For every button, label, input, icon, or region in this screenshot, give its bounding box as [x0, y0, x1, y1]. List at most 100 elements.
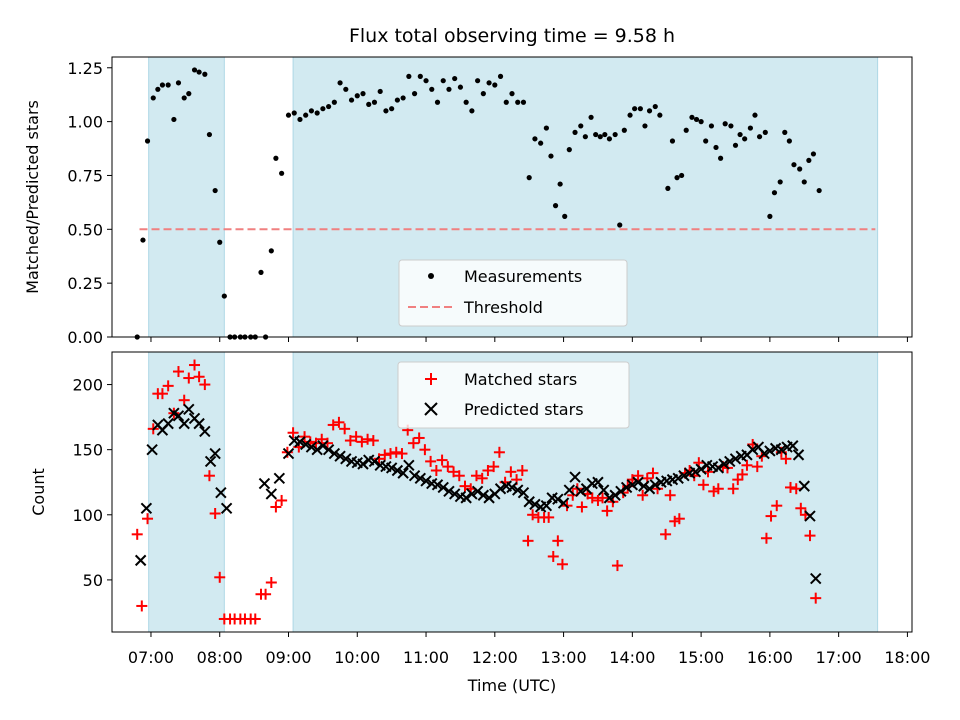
- measurement-point: [693, 116, 700, 123]
- measurement-point: [806, 157, 812, 163]
- predicted-star-point: [804, 510, 816, 522]
- matched-star-point: [660, 528, 672, 540]
- matched-star-point: [488, 461, 500, 473]
- matched-star-point: [459, 480, 471, 492]
- matched-star-point: [131, 528, 143, 540]
- measurement-point: [291, 110, 297, 116]
- x-tick-label: 11:00: [403, 648, 449, 667]
- measurement-point: [171, 116, 177, 123]
- measurement-point: [326, 103, 332, 110]
- measurement-point: [582, 134, 588, 140]
- matched-star-point: [751, 461, 763, 473]
- matched-star-point: [810, 592, 822, 604]
- matched-star-point: [362, 433, 374, 445]
- matched-star-point: [350, 431, 362, 443]
- measurement-point: [159, 82, 166, 88]
- measurement-point: [285, 112, 292, 118]
- x-tick-label: 12:00: [472, 648, 518, 667]
- predicted-star-point: [695, 463, 707, 475]
- measurement-point: [366, 101, 372, 107]
- measurement-point: [642, 123, 648, 129]
- legend-predicted-label: Predicted stars: [464, 400, 584, 419]
- matched-star-point: [407, 437, 419, 449]
- predicted-star-point: [209, 447, 221, 460]
- measurement-point: [617, 222, 623, 228]
- predicted-star-point: [146, 443, 158, 456]
- measurement-point: [360, 91, 366, 97]
- predicted-star-point: [540, 499, 553, 512]
- measurement-point: [683, 127, 689, 133]
- measurement-point: [762, 129, 768, 135]
- measurement-point: [423, 78, 429, 84]
- y-tick-label: 0.25: [67, 274, 103, 293]
- predicted-star-point: [460, 492, 472, 504]
- measurement-point: [196, 69, 202, 75]
- measurement-point: [417, 73, 423, 79]
- predicted-star-point: [403, 459, 415, 472]
- predicted-star-point: [626, 479, 639, 491]
- measurement-point: [383, 108, 389, 114]
- measurement-point: [572, 129, 578, 135]
- predicted-star-point: [649, 479, 661, 491]
- measurement-point: [377, 88, 383, 95]
- predicted-star-point: [471, 485, 484, 498]
- predicted-star-point: [204, 455, 217, 468]
- matched-star-point: [436, 454, 448, 466]
- matched-star-point: [344, 435, 356, 447]
- predicted-star-point: [712, 462, 725, 474]
- matched-star-point: [425, 455, 437, 467]
- measurement-point: [588, 114, 594, 120]
- predicted-star-point: [494, 483, 507, 495]
- predicted-star-point: [609, 489, 621, 501]
- matched-star-point: [632, 470, 644, 482]
- measurement-point: [394, 97, 400, 103]
- predicted-star-point: [299, 438, 312, 451]
- measurement-point: [503, 99, 509, 105]
- measurement-point: [548, 153, 554, 159]
- measurement-point: [446, 86, 452, 92]
- matched-star-point: [543, 511, 555, 523]
- measurement-point: [767, 213, 773, 219]
- measurement-point: [532, 136, 538, 142]
- matched-star-point: [448, 466, 460, 478]
- matched-star-point: [611, 560, 623, 572]
- matched-star-point: [493, 446, 505, 458]
- matched-star-point: [586, 492, 598, 504]
- matched-star-point: [396, 448, 408, 460]
- measurement-point: [429, 86, 435, 92]
- measurement-point: [268, 248, 274, 254]
- matched-star-point: [156, 388, 168, 400]
- measurement-point: [452, 75, 458, 82]
- matched-star-point: [780, 453, 792, 465]
- predicted-star-point: [368, 455, 381, 468]
- matched-star-point: [453, 470, 465, 482]
- measurement-point: [722, 121, 728, 127]
- matched-star-point: [327, 419, 339, 431]
- matched-star-point: [183, 372, 195, 384]
- predicted-star-point: [643, 483, 656, 495]
- predicted-star-point: [357, 458, 369, 470]
- predicted-star-point: [294, 436, 306, 448]
- predicted-star-point: [311, 443, 323, 456]
- matched-star-point: [637, 489, 649, 501]
- matched-star-point: [547, 550, 559, 562]
- measurement-point: [703, 138, 709, 144]
- matched-star-point: [214, 571, 226, 583]
- measurement-point: [186, 91, 192, 97]
- matched-star-point: [790, 483, 802, 495]
- predicted-star-point: [477, 489, 490, 501]
- count-series: [131, 359, 822, 625]
- predicted-star-point: [273, 472, 286, 485]
- predicted-star-point: [620, 481, 633, 494]
- predicted-star-point: [746, 443, 759, 456]
- legend-matched-label: Matched stars: [464, 370, 577, 389]
- predicted-star-point: [517, 486, 530, 499]
- legend-predicted-marker: [424, 402, 438, 416]
- matched-star-point: [413, 432, 425, 444]
- measurement-point: [212, 187, 218, 194]
- matched-star-point: [249, 613, 261, 625]
- predicted-star-point: [334, 450, 346, 462]
- matched-star-point: [736, 468, 748, 480]
- measurement-point: [752, 112, 758, 118]
- predicted-star-point: [258, 477, 271, 490]
